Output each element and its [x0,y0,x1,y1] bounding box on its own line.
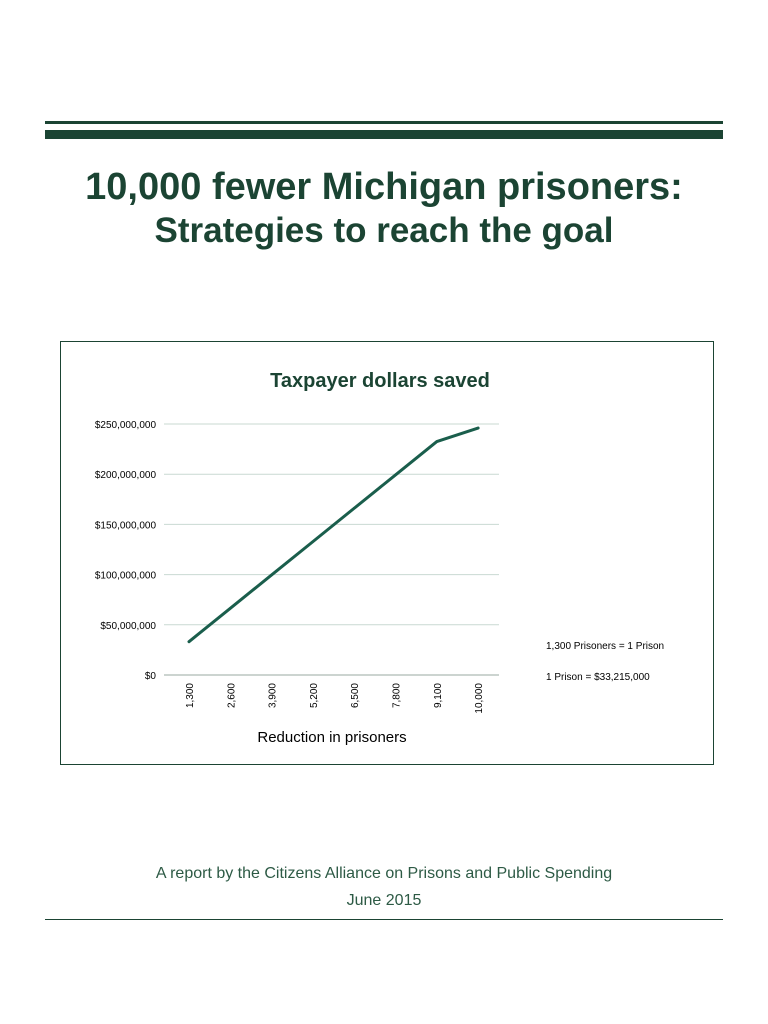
y-tick-label: $250,000,000 [95,420,157,431]
x-tick-label: 10,000 [474,683,485,714]
y-tick-label: $50,000,000 [100,621,156,632]
x-tick-label: 1,300 [185,683,196,708]
savings-chart: Taxpayer dollars saved $0 $50,000,000 $100… [95,370,664,746]
x-tick-label: 6,500 [350,683,361,708]
data-point [229,607,232,610]
top-rule-thin [45,121,723,124]
x-tick-label: 7,800 [392,683,403,708]
chart-title: Taxpayer dollars saved [270,370,490,392]
bottom-rule [45,919,723,920]
x-tick-label: 2,600 [226,683,237,708]
x-tick-label: 5,200 [309,683,320,708]
report-credit: A report by the Citizens Alliance on Pri… [0,860,768,914]
data-point [187,640,191,643]
y-tick-label: $150,000,000 [95,520,157,531]
y-tick-label: $200,000,000 [95,470,157,481]
data-point [476,426,480,430]
page-title: 10,000 fewer Michigan prisoners: Strateg… [0,165,768,253]
y-tick-label: $0 [145,671,157,682]
data-point [394,473,397,477]
data-point [311,540,315,543]
chart-box: Taxpayer dollars saved $0 $50,000,000 $100… [60,341,714,765]
title-line-1: 10,000 fewer Michigan prisoners: [85,166,683,208]
y-tick-label: $100,000,000 [95,571,157,582]
chart-annotation-prisoners-per-prison: 1,300 Prisoners = 1 Prison [546,641,664,652]
x-tick-label: 9,100 [433,683,444,708]
series-line [187,426,480,644]
data-point [270,573,273,577]
chart-annotation-prison-cost: 1 Prison = $33,215,000 [546,672,650,683]
x-axis-label: Reduction in prisoners [257,729,406,746]
report-date: June 2015 [346,892,422,909]
top-rule-thick [45,130,723,139]
report-byline: A report by the Citizens Alliance on Pri… [155,865,613,882]
data-point [435,440,438,443]
data-point [353,507,356,510]
title-line-2: Strategies to reach the goal [154,211,614,250]
x-tick-label: 3,900 [268,683,279,708]
